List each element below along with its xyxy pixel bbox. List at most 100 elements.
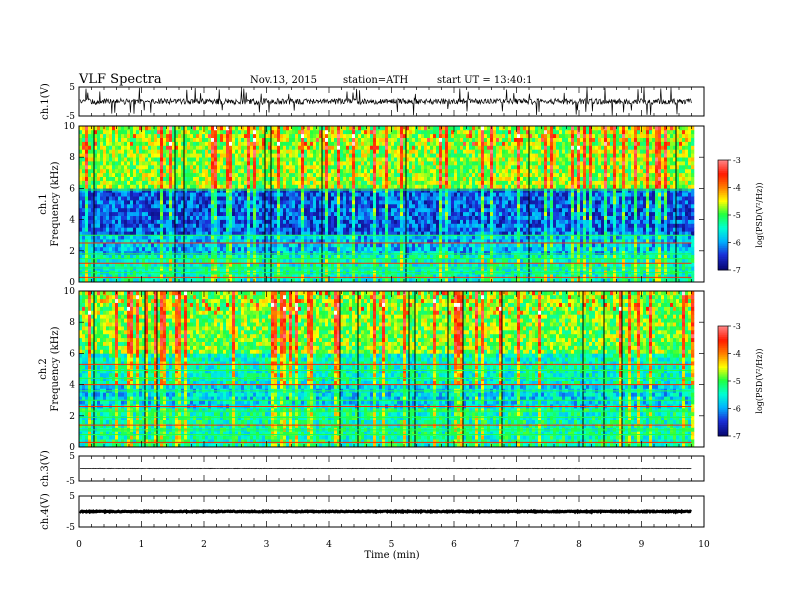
spectrogram-cell xyxy=(85,211,89,216)
spectrogram-cell xyxy=(301,246,305,252)
spectrogram-cell xyxy=(403,133,407,138)
spectrogram-cell xyxy=(121,254,125,259)
spectrogram-cell xyxy=(91,153,95,158)
spectrogram-cell xyxy=(355,243,359,248)
spectrogram-cell xyxy=(139,165,143,170)
spectrogram-cell xyxy=(337,141,341,146)
spectrogram-cell xyxy=(376,274,380,279)
spectrogram-cell xyxy=(343,161,347,166)
spectrogram-cell xyxy=(157,196,161,201)
spectrogram-cell xyxy=(355,149,359,154)
spectrogram-cell xyxy=(190,129,194,135)
spectrogram-cell xyxy=(400,254,404,259)
spectrogram-cell xyxy=(376,227,380,232)
spectrogram-cell xyxy=(301,262,305,267)
spectrogram-cell xyxy=(373,215,377,220)
spectrogram-cell xyxy=(184,227,188,232)
spectrogram-cell xyxy=(289,153,293,158)
spectrogram-cell xyxy=(112,219,116,224)
spectrogram-cell xyxy=(82,126,86,131)
spectrogram-cell xyxy=(229,188,233,193)
spectrogram-cell xyxy=(130,161,134,166)
spectrogram-cell xyxy=(97,254,101,259)
spectrogram-cell xyxy=(433,278,437,283)
spectrogram-cell xyxy=(112,157,116,162)
spectrogram-cell xyxy=(289,258,293,263)
spectrogram-cell xyxy=(199,274,203,279)
spectrogram-cell xyxy=(178,211,182,216)
spectrogram-cell xyxy=(358,211,362,216)
spectrogram-cell xyxy=(427,176,431,181)
spectrogram-cell xyxy=(436,219,440,224)
spectrogram-cell xyxy=(205,129,209,135)
spectrogram-cell xyxy=(385,207,389,213)
spectrogram-cell xyxy=(79,165,83,170)
spectrogram-cell xyxy=(349,246,353,252)
spectrogram-cell xyxy=(103,141,107,146)
spectrogram-cell xyxy=(256,168,260,174)
spectrogram-cell xyxy=(268,133,272,138)
spectrogram-cell xyxy=(244,243,248,248)
spectrogram-cell xyxy=(169,200,173,205)
spectrogram-cell xyxy=(106,227,110,232)
spectrogram-cell xyxy=(280,246,284,252)
spectrogram-cell xyxy=(106,129,110,135)
spectrogram-cell xyxy=(163,207,167,213)
spectrogram-cell xyxy=(337,239,341,244)
spectrogram-cell xyxy=(208,165,212,170)
spectrogram-cell xyxy=(166,184,170,189)
spectrogram-cell xyxy=(211,239,215,244)
spectrogram-cell xyxy=(289,188,293,193)
spectrogram-cell xyxy=(184,243,188,248)
spectrogram-cell xyxy=(403,243,407,248)
spectrogram-cell xyxy=(304,184,308,189)
spectrogram-cell xyxy=(175,180,179,185)
spectrogram-cell xyxy=(325,188,329,193)
spectrogram-cell xyxy=(199,133,203,138)
spectrogram-cell xyxy=(97,180,101,185)
spectrogram-cell xyxy=(289,129,293,135)
spectrogram-cell xyxy=(214,172,218,177)
spectrogram-cell xyxy=(340,172,344,177)
spectrogram-cell xyxy=(418,219,422,224)
spectrogram-cell xyxy=(193,243,197,248)
spectrogram-cell xyxy=(229,246,233,252)
spectrogram-cell xyxy=(106,176,110,181)
spectrogram-cell xyxy=(79,231,83,236)
spectrogram-cell xyxy=(355,274,359,279)
spectrogram-cell xyxy=(286,215,290,220)
spectrogram-cell xyxy=(442,184,446,189)
spectrogram-cell xyxy=(316,223,320,228)
spectrogram-cell xyxy=(220,137,224,142)
spectrogram-cell xyxy=(226,211,230,216)
spectrogram-cell xyxy=(136,239,140,244)
spectrogram-cell xyxy=(430,227,434,232)
spectrogram-cell xyxy=(139,145,143,150)
spectrogram-cell xyxy=(148,141,152,146)
spectrogram-cell xyxy=(394,149,398,154)
spectrogram-cell xyxy=(121,153,125,158)
spectrogram-cell xyxy=(319,219,323,224)
spectrogram-cell xyxy=(214,254,218,259)
spectrogram-cell xyxy=(433,126,437,131)
spectrogram-cell xyxy=(343,204,347,209)
spectrogram-cell xyxy=(349,149,353,154)
spectrogram-cell xyxy=(88,176,92,181)
spectrogram-cell xyxy=(253,145,257,150)
spectrogram-cell xyxy=(349,126,353,131)
spectrogram-cell xyxy=(262,246,266,252)
spectrogram-cell xyxy=(136,141,140,146)
spectrogram-cell xyxy=(280,239,284,244)
spectrogram-cell xyxy=(148,188,152,193)
spectrogram-cell xyxy=(256,133,260,138)
spectrogram-cell xyxy=(82,168,86,174)
spectrogram-cell xyxy=(400,133,404,138)
spectrogram-cell xyxy=(397,161,401,166)
spectrogram-cell xyxy=(148,243,152,248)
spectrogram-cell xyxy=(307,161,311,166)
spectrogram-cell xyxy=(307,243,311,248)
spectrogram-cell xyxy=(106,207,110,213)
spectrogram-cell xyxy=(217,246,221,252)
spectrogram-cell xyxy=(340,266,344,271)
spectrogram-cell xyxy=(391,235,395,240)
